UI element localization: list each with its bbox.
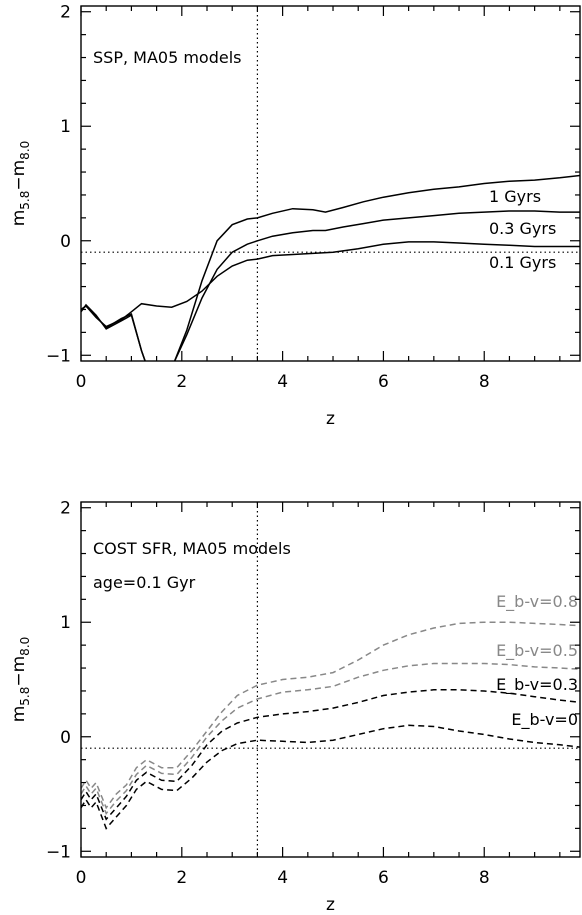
y-tick-label: 2 bbox=[60, 3, 71, 23]
y-tick-label: 0 bbox=[60, 232, 71, 252]
x-axis-label: z bbox=[326, 895, 335, 915]
x-tick-label: 6 bbox=[378, 868, 389, 888]
panel-2: E_b-v=0.8 E_b-v=0.5 E_b-v=0.3 E_b-v=0 0 2 4 6 8 −… bbox=[9, 499, 581, 915]
series-line-3 bbox=[81, 241, 580, 328]
y-axis-label: m5.8−m8.0 bbox=[9, 141, 32, 227]
x-tick-label: 8 bbox=[479, 868, 490, 888]
series-line-1 bbox=[81, 174, 580, 361]
plot-frame bbox=[80, 501, 581, 858]
series-label-2: E_b-v=0.5 bbox=[496, 641, 578, 661]
series-label-1: 1 Gyrs bbox=[489, 187, 541, 206]
x-tick-label: 2 bbox=[176, 868, 187, 888]
series-label-4: E_b-v=0 bbox=[511, 710, 578, 730]
series-label-1: E_b-v=0.8 bbox=[496, 592, 578, 612]
series-line-2 bbox=[81, 662, 580, 815]
series-label-3: E_b-v=0.3 bbox=[496, 675, 578, 695]
x-tick-label: 8 bbox=[479, 372, 490, 392]
series-group bbox=[81, 621, 580, 830]
x-tick-label: 0 bbox=[76, 868, 87, 888]
series-line-4 bbox=[81, 724, 580, 830]
y-axis-label: m5.8−m8.0 bbox=[9, 637, 32, 723]
series-group bbox=[81, 174, 580, 361]
x-tick-label: 4 bbox=[277, 868, 288, 888]
y-tick-label: 1 bbox=[60, 613, 71, 633]
annotation-1: COST SFR, MA05 models bbox=[93, 539, 291, 558]
y-tick-label: 2 bbox=[60, 499, 71, 519]
x-axis-label: z bbox=[326, 409, 335, 429]
x-tick-label: 4 bbox=[277, 372, 288, 392]
series-label-2: 0.3 Gyrs bbox=[489, 219, 556, 238]
x-tick-label: 2 bbox=[176, 372, 187, 392]
y-tick-label: 1 bbox=[60, 117, 71, 137]
x-tick-label: 0 bbox=[76, 372, 87, 392]
annotation-2: age=0.1 Gyr bbox=[93, 573, 196, 592]
y-tick-label: −1 bbox=[46, 842, 71, 862]
series-line-3 bbox=[81, 689, 580, 821]
annotation-1: SSP, MA05 models bbox=[93, 48, 241, 67]
plot-frame bbox=[80, 5, 581, 362]
x-tick-label: 6 bbox=[378, 372, 389, 392]
series-line-2 bbox=[81, 210, 580, 361]
y-tick-label: 0 bbox=[60, 728, 71, 748]
y-tick-label: −1 bbox=[46, 346, 71, 366]
series-line-1 bbox=[81, 621, 580, 810]
series-label-3: 0.1 Gyrs bbox=[489, 253, 556, 272]
